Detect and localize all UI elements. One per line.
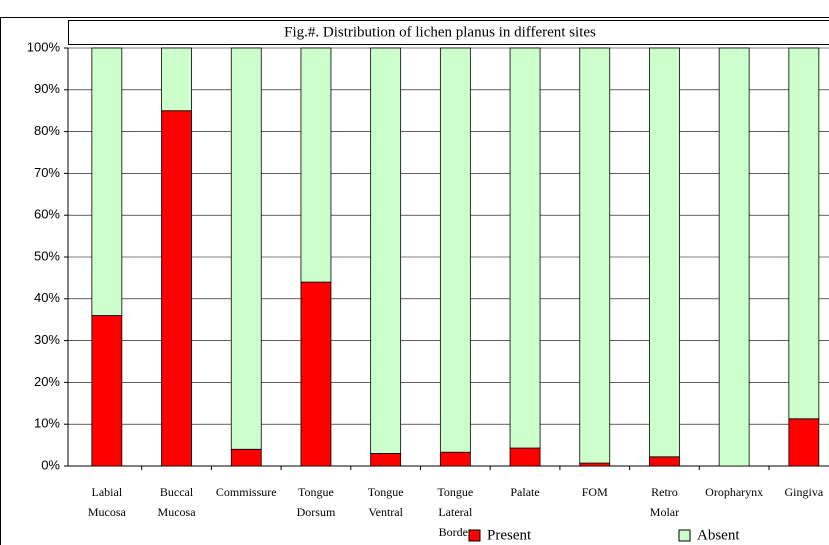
bar-segment xyxy=(161,47,192,112)
y-tick-label: 30% xyxy=(34,332,60,347)
legend-swatch xyxy=(678,529,691,542)
bar-segment xyxy=(300,281,332,467)
bar-segment xyxy=(788,47,820,420)
chart-title: Fig.#. Distribution of lichen planus in … xyxy=(284,24,596,40)
bar-segment xyxy=(649,456,680,467)
bar-segment xyxy=(91,315,123,467)
x-tick-label: Buccal Mucosa xyxy=(158,485,197,519)
x-tick-label: Tongue Lateral Border xyxy=(437,485,473,539)
x-tick-label: Commissure xyxy=(216,485,277,499)
bar-segment xyxy=(509,47,541,449)
legend-label: Present xyxy=(487,527,532,543)
y-tick-label: 0% xyxy=(41,457,60,472)
y-tick-label: 100% xyxy=(27,39,61,54)
bar-segment xyxy=(370,47,402,454)
bar-segment xyxy=(439,47,471,453)
x-tick-label: Tongue Dorsum xyxy=(297,485,336,519)
bar-segment xyxy=(439,451,471,467)
y-tick-label: 60% xyxy=(34,207,60,222)
bar-segment xyxy=(91,47,123,316)
bar-segment xyxy=(788,418,820,467)
y-tick-label: 90% xyxy=(34,81,60,96)
x-tick-label: Tongue Ventral xyxy=(368,485,404,519)
title-box xyxy=(68,20,829,45)
x-tick-label: Labial Mucosa xyxy=(88,485,127,519)
legend-swatch xyxy=(468,529,481,542)
y-tick-label: 50% xyxy=(34,248,60,263)
bar-segment xyxy=(579,462,611,467)
legend-label: Absent xyxy=(697,527,740,543)
bar-segment xyxy=(370,453,402,467)
bar-segment xyxy=(509,447,541,467)
bar-segment xyxy=(579,47,611,464)
bar-segment xyxy=(230,47,262,450)
chart-frame xyxy=(0,17,829,545)
x-tick-label: Oropharynx xyxy=(705,485,763,499)
bar-segment xyxy=(718,47,750,467)
y-tick-label: 40% xyxy=(34,290,60,305)
x-tick-label: FOM xyxy=(582,485,608,499)
x-tick-label: Palate xyxy=(510,485,539,499)
x-tick-label: Retro Molar xyxy=(650,485,679,519)
bar-segment xyxy=(161,110,192,467)
x-tick-label: Gingiva xyxy=(785,485,824,499)
bar-segment xyxy=(230,448,262,467)
bar-segment xyxy=(300,47,332,283)
y-tick-label: 20% xyxy=(34,374,60,389)
y-tick-label: 80% xyxy=(34,123,60,138)
y-tick-label: 10% xyxy=(34,416,60,431)
bar-segment xyxy=(649,47,680,458)
y-tick-label: 70% xyxy=(34,165,60,180)
